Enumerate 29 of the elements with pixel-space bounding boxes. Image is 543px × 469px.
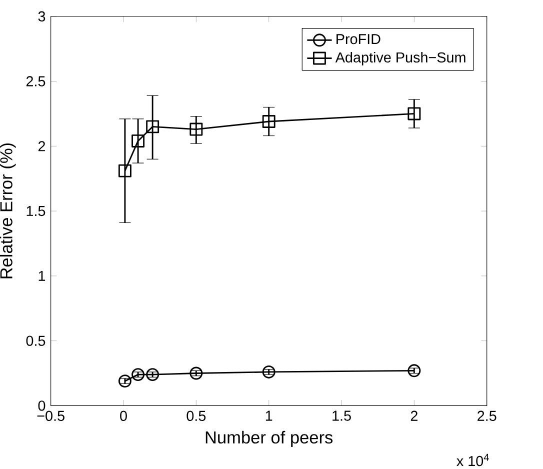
point [132,134,145,148]
point [146,120,160,134]
legend-label: ProFID [336,34,380,44]
y-tick-label: 1.5 [26,206,46,216]
y-tick-label: 0.5 [26,336,46,346]
y-tick-label: 2 [38,141,46,152]
legend-label: Adaptive Push−Sum [335,52,466,66]
point [408,364,421,378]
x-axis-title: Number of peers [206,430,333,448]
text: x 10$^{4}$ [456,454,489,466]
point [118,164,132,178]
x-tick-label: 2 [410,410,418,421]
y-tick-label: 0 [38,400,46,411]
point [262,366,276,379]
point [408,107,421,120]
point [262,115,276,128]
y-tick-label: 1 [38,271,46,281]
point [146,368,160,382]
y-axis-title: Relative Error (%) [0,144,16,278]
x-tick-label: −0.5 [37,410,64,422]
x-tick-label: 2.5 [478,410,496,422]
point [190,366,203,380]
x-tick-label: 0 [120,410,127,422]
x-tick-label: 1.5 [332,410,351,421]
y-tick-label: 2.5 [26,76,46,86]
y-tick-label: 3 [38,11,46,22]
x-tick-label: 1 [266,410,272,421]
point [190,122,203,136]
x-tick-label: 0.5 [186,410,206,422]
